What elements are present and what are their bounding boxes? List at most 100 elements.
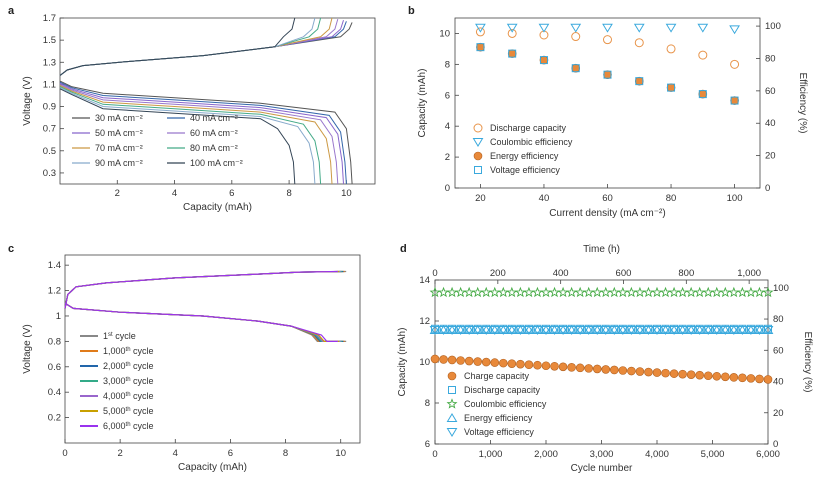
- y-tick-label-a: 1.3: [43, 57, 56, 68]
- charge-curve-a: [59, 20, 344, 76]
- data-point-d: [497, 325, 509, 335]
- legend-label-d: Discharge capacity: [464, 385, 541, 395]
- y2-axis-label-d: Efficiency (%): [802, 332, 813, 393]
- data-point-b: [538, 23, 550, 33]
- y2-tick-label-d: 100: [773, 283, 789, 294]
- data-point-d: [755, 374, 764, 384]
- y-tick-label-a: 1.1: [43, 79, 56, 90]
- x-top-tick-label-d: 1,000: [737, 268, 761, 279]
- x-tick-label-c: 8: [283, 448, 288, 459]
- data-point-d: [601, 365, 611, 374]
- legend-label-c: 1st cycle: [103, 331, 136, 341]
- charge-curve-a: [59, 21, 347, 76]
- y-tick-label-d: 10: [419, 357, 430, 368]
- data-point-d: [702, 325, 714, 335]
- data-point-d: [557, 325, 569, 335]
- data-point-d: [524, 360, 534, 370]
- y-axis-label-a: Voltage (V): [22, 76, 33, 125]
- data-point-d: [643, 325, 654, 335]
- legend-marker-b: [473, 123, 483, 133]
- y-tick-label-c: 0.6: [48, 362, 61, 373]
- data-point-d: [685, 325, 697, 335]
- legend-marker-d: [446, 413, 458, 422]
- data-point-d: [719, 325, 731, 335]
- data-point-b: [476, 42, 485, 52]
- data-point-d: [702, 286, 714, 298]
- x-top-tick-label-d: 200: [490, 268, 506, 279]
- legend-label-b: Discharge capacity: [490, 123, 567, 133]
- data-point-d: [439, 355, 448, 364]
- discharge-curve-a: [59, 86, 322, 185]
- legend-label-c: 3,000th cycle: [103, 376, 154, 386]
- data-point-d: [600, 286, 612, 298]
- data-point-d: [446, 325, 458, 335]
- legend-label-a: 40 mA cm⁻²: [190, 113, 238, 123]
- x-tick-label-d: 0: [432, 449, 437, 460]
- data-point-d: [583, 286, 595, 298]
- data-point-d: [728, 286, 740, 298]
- x-top-tick-label-d: 0: [432, 268, 437, 279]
- x-tick-label-b: 40: [539, 193, 550, 204]
- y-tick-label-c: 1.4: [48, 260, 61, 271]
- data-point-b: [475, 27, 485, 37]
- data-point-d: [617, 325, 629, 335]
- data-point-d: [533, 360, 542, 370]
- y2-tick-label-b: 60: [765, 86, 776, 97]
- y-tick-label-d: 12: [419, 316, 430, 327]
- data-point-d: [584, 364, 593, 373]
- legend-label-a: 30 mA cm⁻²: [95, 113, 143, 123]
- data-point-b: [698, 89, 708, 99]
- panel-label-d: d: [400, 243, 407, 255]
- data-point-d: [567, 363, 576, 372]
- discharge-curve-c: [64, 302, 338, 342]
- x-tick-label-c: 2: [117, 448, 122, 459]
- data-point-d: [635, 367, 645, 376]
- discharge-curve-a: [59, 88, 296, 185]
- data-point-d: [430, 354, 440, 364]
- data-point-d: [523, 286, 535, 298]
- legend-label-a: 50 mA cm⁻²: [95, 128, 143, 138]
- discharge-curve-a: [59, 81, 347, 185]
- data-point-d: [583, 325, 595, 335]
- x-tick-label-a: 4: [172, 188, 177, 199]
- data-point-d: [642, 286, 654, 298]
- data-point-d: [678, 369, 687, 379]
- data-point-d: [618, 366, 628, 375]
- data-point-d: [644, 367, 653, 377]
- charge-curve-a: [59, 17, 322, 76]
- data-point-d: [447, 355, 457, 365]
- x-top-axis-label-d: Time (h): [583, 244, 620, 255]
- data-point-d: [712, 371, 722, 381]
- y2-tick-label-d: 60: [773, 345, 784, 356]
- x-top-tick-label-d: 400: [553, 268, 569, 279]
- data-point-d: [463, 286, 475, 298]
- data-point-b: [666, 44, 676, 54]
- data-point-d: [472, 286, 484, 298]
- legend-label-a: 70 mA cm⁻²: [95, 143, 143, 153]
- data-point-d: [515, 325, 526, 335]
- discharge-curve-a: [59, 80, 353, 185]
- x-axis-label-a: Capacity (mAh): [183, 202, 252, 213]
- data-point-d: [762, 325, 774, 335]
- data-point-d: [634, 286, 646, 298]
- y-tick-label-b: 0: [445, 183, 450, 194]
- data-point-d: [480, 325, 492, 335]
- data-point-d: [660, 286, 672, 298]
- data-point-d: [540, 325, 552, 335]
- data-point-d: [463, 325, 475, 335]
- legend-label-c: 2,000th cycle: [103, 361, 154, 371]
- y-tick-label-d: 14: [419, 275, 430, 286]
- data-point-d: [728, 325, 740, 335]
- y-tick-label-b: 8: [445, 59, 450, 70]
- data-point-d: [438, 286, 450, 298]
- data-point-d: [557, 286, 569, 298]
- x-tick-label-d: 4,000: [645, 449, 669, 460]
- discharge-curve-a: [59, 85, 333, 185]
- data-point-d: [736, 286, 748, 298]
- charge-curve-a: [59, 22, 353, 76]
- data-point-d: [550, 361, 559, 371]
- legend-label-d: Coulombic efficiency: [464, 399, 547, 409]
- legend-label-d: Charge capacity: [464, 371, 530, 381]
- x-tick-label-c: 0: [62, 448, 67, 459]
- legend-label-a: 80 mA cm⁻²: [190, 143, 238, 153]
